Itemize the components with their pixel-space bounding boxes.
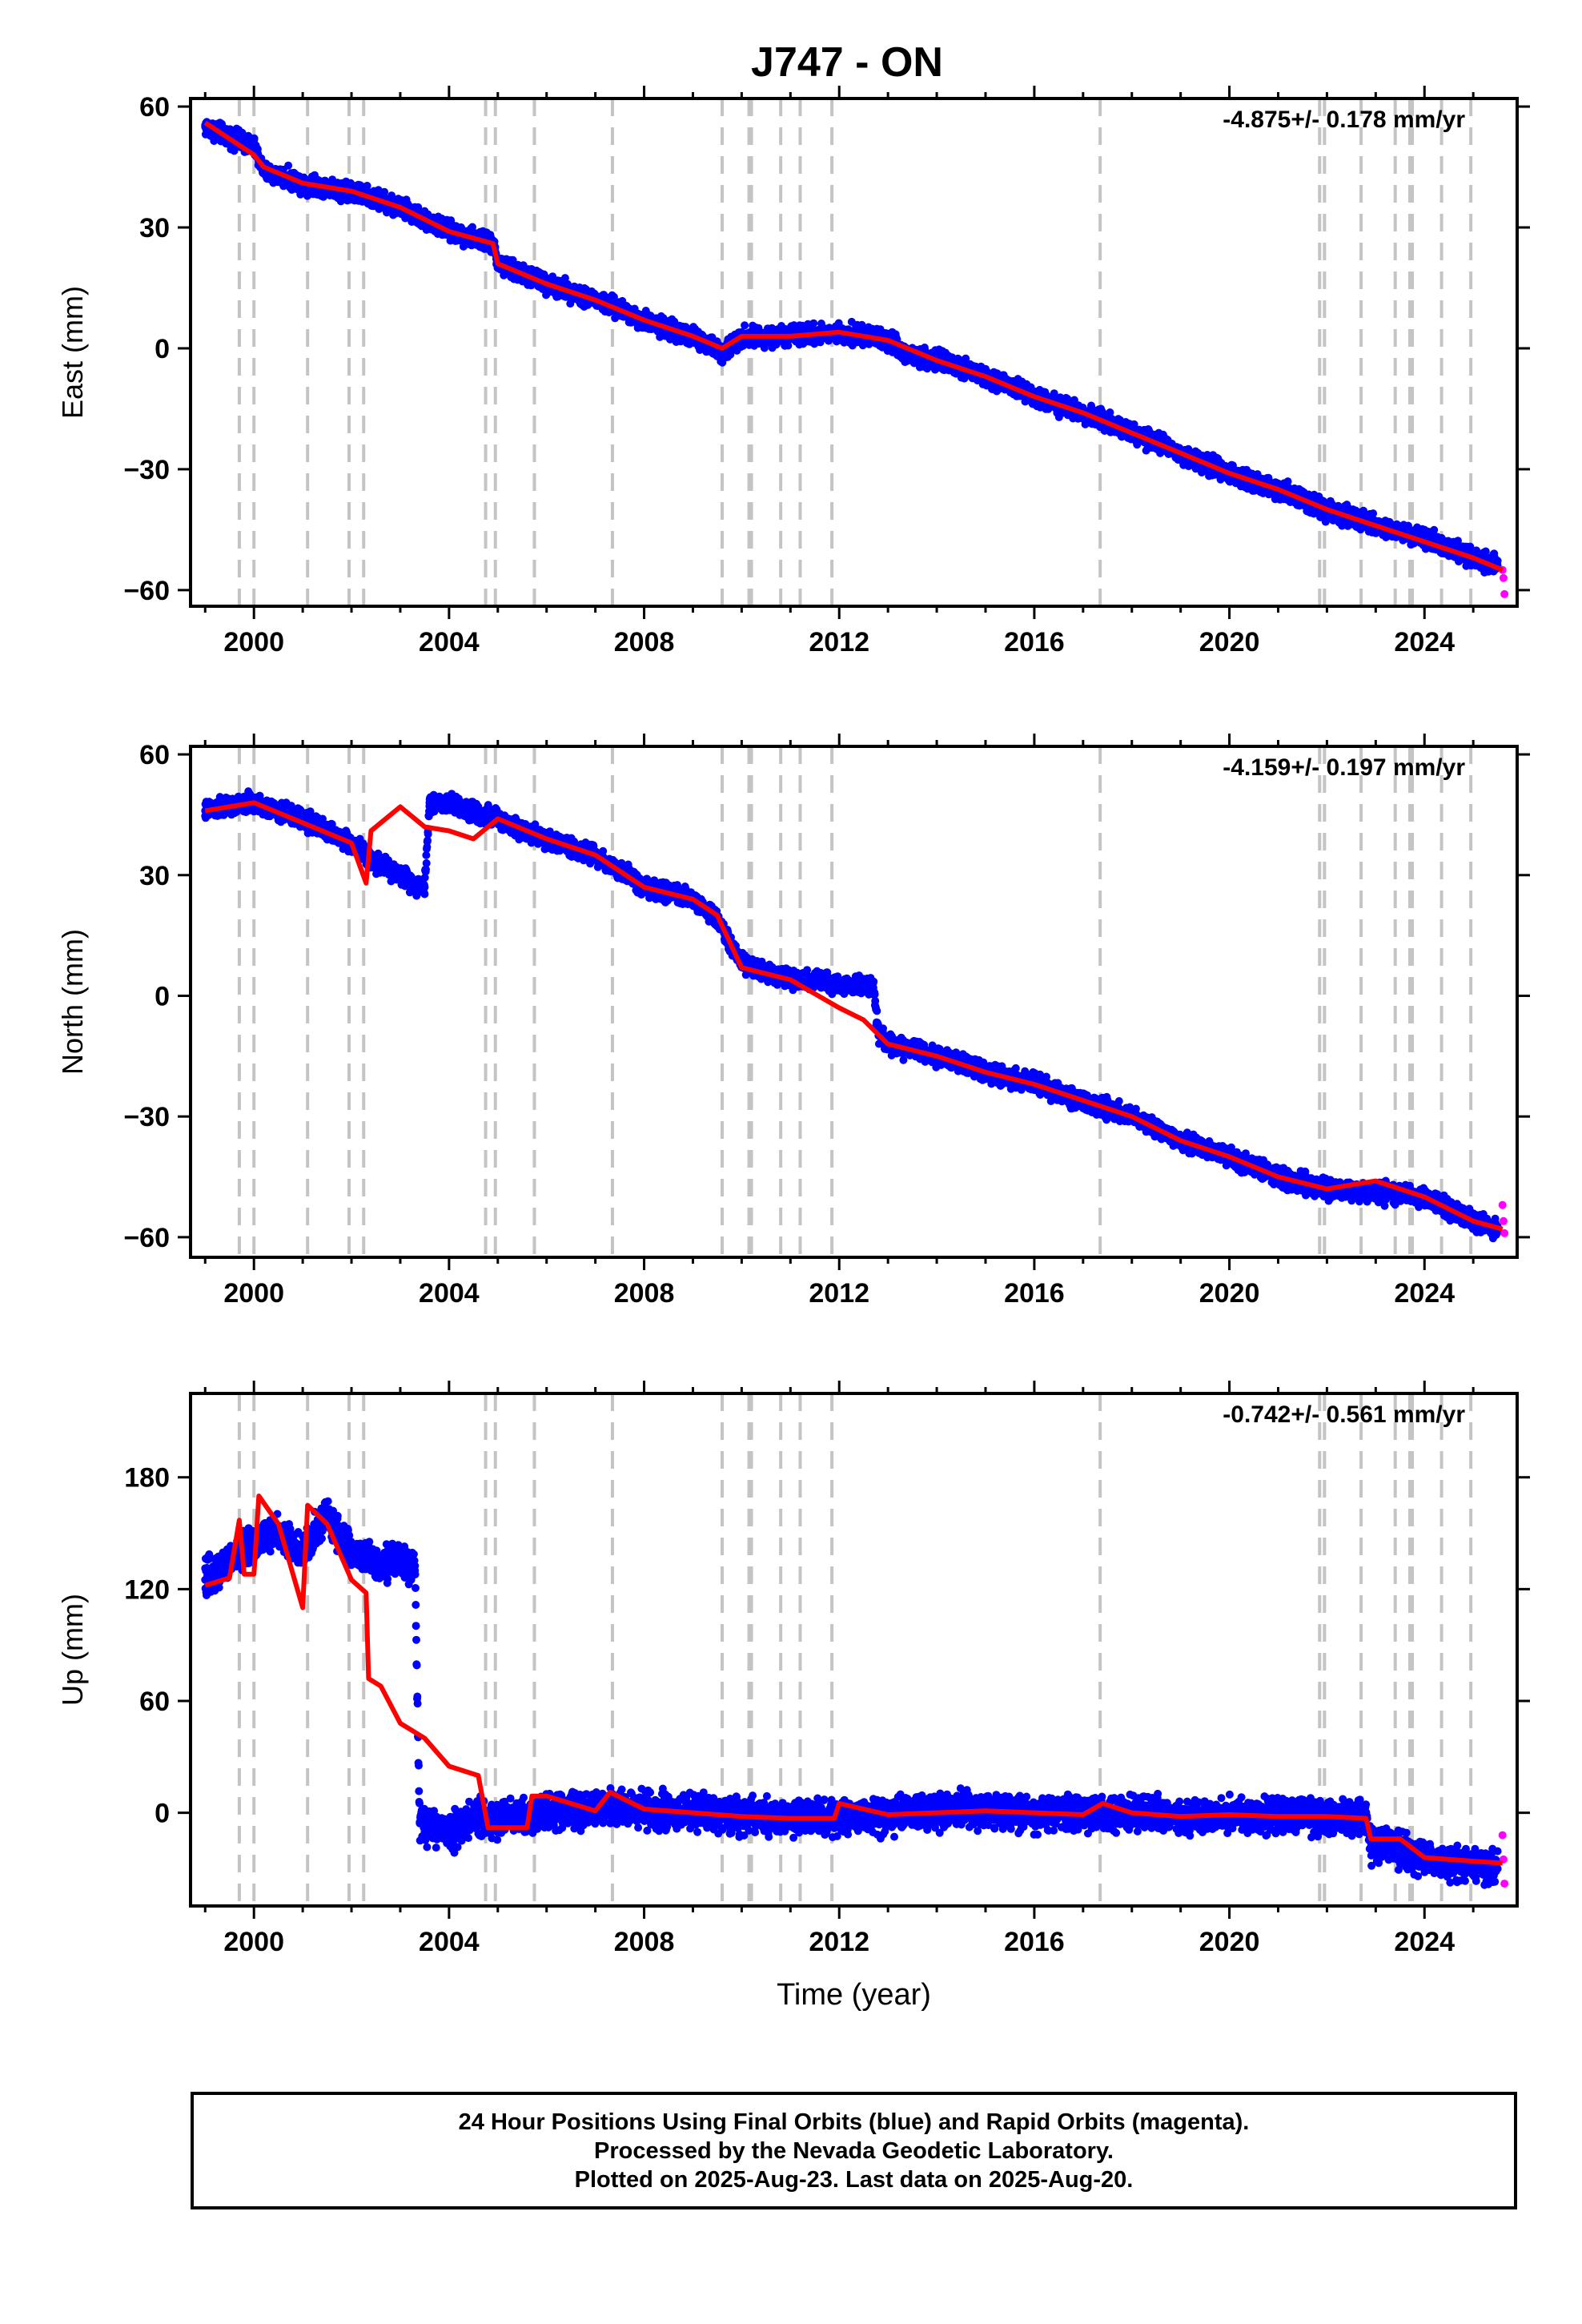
y-tick-label: −30 — [123, 455, 170, 485]
final-point — [250, 134, 259, 143]
y-tick-label: −60 — [123, 576, 170, 606]
model-line — [203, 120, 1504, 573]
chart-title: J747 - ON — [751, 39, 943, 86]
rapid-point — [1500, 589, 1509, 598]
final-point — [1050, 389, 1058, 398]
plot-area — [201, 787, 1509, 1243]
final-point — [741, 321, 749, 330]
x-tick-label: 2024 — [1394, 627, 1455, 657]
final-point — [908, 352, 917, 361]
x-tick-label: 2004 — [419, 627, 480, 657]
final-point — [1481, 547, 1490, 556]
east-panel: 60 30 0 −30 −60 2000 2004 2008 2012 2016 2020 2024 E… — [56, 86, 1530, 657]
x-tick-label: 2000 — [223, 627, 284, 657]
plot-area — [201, 118, 1509, 598]
y-axis-label: East (mm) — [56, 286, 89, 419]
final-points — [201, 118, 1502, 577]
x-tick-label: 2020 — [1199, 627, 1260, 657]
final-point — [284, 161, 293, 170]
rate-annotation: -4.875+/- 0.178 mm/yr — [1223, 107, 1465, 133]
x-tick-label: 2016 — [1004, 627, 1065, 657]
final-point — [1430, 525, 1439, 534]
final-point — [784, 341, 793, 350]
final-point — [718, 348, 727, 356]
final-point — [468, 223, 476, 231]
final-point — [1369, 509, 1378, 518]
final-point — [380, 187, 389, 196]
final-point — [726, 350, 735, 359]
final-point — [363, 182, 371, 190]
plot-frame — [189, 97, 1519, 608]
y-tick-label: 30 — [139, 213, 170, 243]
final-point — [809, 319, 818, 328]
final-point — [1106, 408, 1114, 416]
final-point — [250, 143, 259, 151]
y-tick-label: 60 — [139, 92, 170, 123]
y-tick-label: 0 — [155, 334, 170, 364]
rapid-point — [1499, 573, 1508, 582]
x-tick-label: 2008 — [614, 627, 675, 657]
x-tick-label: 2012 — [809, 627, 869, 657]
